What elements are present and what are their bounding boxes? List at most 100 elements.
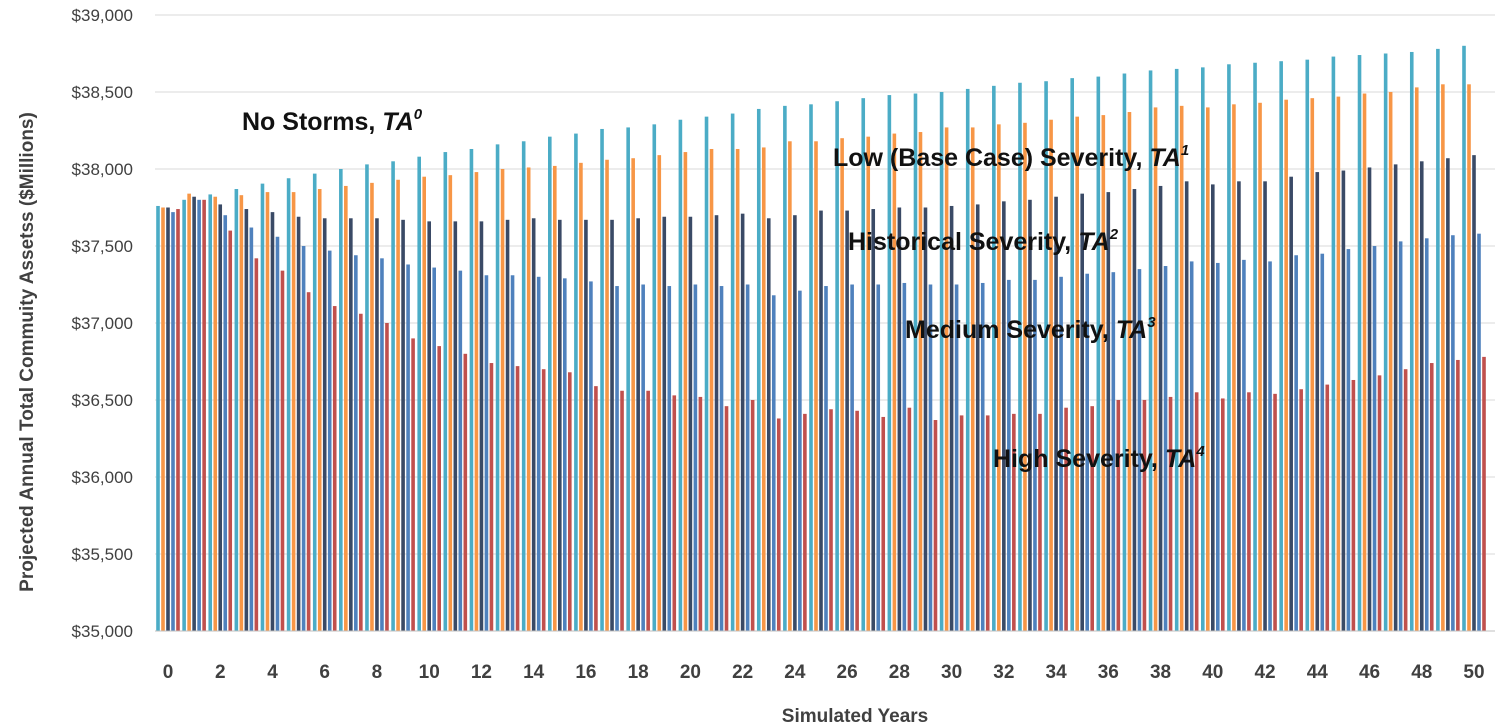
bar-4-year-4: [280, 270, 285, 631]
bar-0-year-30: [939, 92, 944, 631]
x-tick-label: 18: [628, 662, 649, 683]
bar-3-year-15: [563, 278, 567, 631]
bar-2-year-32: [1002, 201, 1006, 631]
bar-2-year-1: [192, 196, 196, 631]
bar-0-year-33: [1018, 82, 1022, 631]
bar-0-year-18: [626, 127, 630, 632]
bar-0-year-7: [339, 169, 343, 631]
bar-0-year-10: [417, 156, 421, 631]
bar-4-year-17: [620, 390, 624, 631]
bar-1-year-31: [970, 127, 975, 632]
bar-4-year-44: [1325, 384, 1330, 631]
bar-0-year-5: [286, 178, 291, 632]
bar-3-year-24: [798, 290, 802, 631]
bar-0-year-4: [260, 183, 265, 631]
bar-0-year-31: [965, 88, 970, 632]
bar-1-year-26: [840, 138, 844, 631]
bar-1-year-19: [657, 155, 662, 631]
bar-1-year-3: [239, 195, 244, 631]
bar-3-year-19: [667, 286, 672, 631]
x-tick-label: 16: [575, 662, 596, 683]
bar-0-year-28: [887, 95, 892, 631]
bar-0-year-41: [1227, 64, 1231, 631]
bar-3-year-16: [589, 281, 593, 631]
series-label-ta0: No Storms, TA0: [242, 106, 423, 136]
bar-0-year-9: [391, 161, 395, 632]
bar-3-year-43: [1294, 255, 1298, 632]
bar-3-year-37: [1137, 269, 1142, 631]
series-label-ta1: Low (Base Case) Severity, TA1: [833, 142, 1189, 172]
bar-2-year-15: [558, 219, 562, 631]
bar-0-year-3: [234, 189, 239, 631]
bar-3-year-21: [719, 286, 724, 631]
bar-2-year-16: [584, 219, 588, 631]
bar-4-year-13: [515, 366, 520, 631]
bar-1-year-39: [1179, 105, 1184, 632]
bar-1-year-12: [474, 172, 479, 631]
bar-4-year-11: [463, 353, 468, 631]
bar-2-year-22: [740, 213, 745, 631]
bar-0-year-15: [548, 136, 552, 631]
bar-4-year-0: [176, 209, 180, 632]
bar-4-year-30: [959, 415, 964, 631]
x-tick-label: 10: [419, 662, 440, 683]
bar-2-year-47: [1393, 164, 1398, 631]
bar-0-year-27: [861, 98, 866, 631]
x-tick-label: 44: [1307, 662, 1329, 683]
bar-3-year-46: [1372, 246, 1377, 631]
bar-0-year-40: [1201, 67, 1205, 632]
bar-0-year-11: [443, 152, 448, 631]
bar-0-year-43: [1279, 61, 1283, 631]
bar-4-year-33: [1038, 413, 1042, 631]
bar-3-year-26: [850, 284, 854, 631]
bar-3-year-22: [745, 284, 750, 631]
bar-2-year-46: [1367, 167, 1372, 631]
bar-2-year-24: [793, 215, 797, 631]
bar-4-year-9: [411, 338, 415, 631]
bar-4-year-37: [1142, 400, 1147, 631]
bar-3-year-4: [275, 236, 280, 631]
bar-1-year-21: [709, 148, 714, 632]
bar-0-year-35: [1070, 78, 1074, 631]
bar-2-year-5: [296, 216, 301, 632]
y-tick-label: $35,500: [72, 545, 133, 564]
bar-1-year-38: [1153, 107, 1158, 631]
bar-0-year-32: [992, 85, 996, 632]
bar-4-year-5: [306, 292, 311, 631]
bar-1-year-32: [997, 124, 1001, 631]
bar-1-year-41: [1232, 104, 1236, 631]
bar-0-year-20: [678, 119, 683, 631]
bar-4-year-38: [1168, 396, 1173, 631]
bar-1-year-16: [579, 162, 583, 631]
bar-3-year-49: [1451, 235, 1455, 631]
bar-0-year-34: [1044, 81, 1048, 632]
bar-3-year-5: [301, 246, 306, 631]
bar-0-year-25: [809, 104, 813, 631]
bar-2-year-41: [1237, 181, 1241, 631]
bar-2-year-38: [1158, 185, 1163, 631]
bar-4-year-27: [881, 416, 886, 631]
x-tick-label: 14: [523, 662, 545, 683]
bar-4-year-32: [1012, 413, 1016, 631]
bar-0-year-26: [835, 101, 839, 632]
bar-0-year-49: [1436, 48, 1440, 631]
bar-1-year-40: [1206, 107, 1210, 631]
bar-3-year-23: [771, 295, 776, 631]
y-tick-label: $36,000: [72, 468, 133, 487]
bar-4-year-36: [1116, 400, 1121, 631]
bar-1-year-50: [1467, 84, 1471, 632]
bar-3-year-45: [1346, 249, 1351, 631]
bar-4-year-24: [803, 413, 807, 631]
bar-2-year-44: [1315, 172, 1320, 631]
y-tick-label: $37,500: [72, 237, 133, 256]
bar-4-year-45: [1351, 379, 1356, 631]
bar-0-year-12: [469, 148, 474, 632]
bar-1-year-15: [553, 165, 557, 632]
bar-0-year-17: [600, 128, 604, 631]
bar-3-year-44: [1320, 253, 1325, 631]
bar-0-year-47: [1383, 53, 1388, 631]
bar-0-year-23: [756, 108, 761, 631]
bar-2-year-2: [218, 204, 223, 632]
bar-3-year-12: [484, 275, 489, 631]
bar-3-year-47: [1398, 241, 1403, 631]
